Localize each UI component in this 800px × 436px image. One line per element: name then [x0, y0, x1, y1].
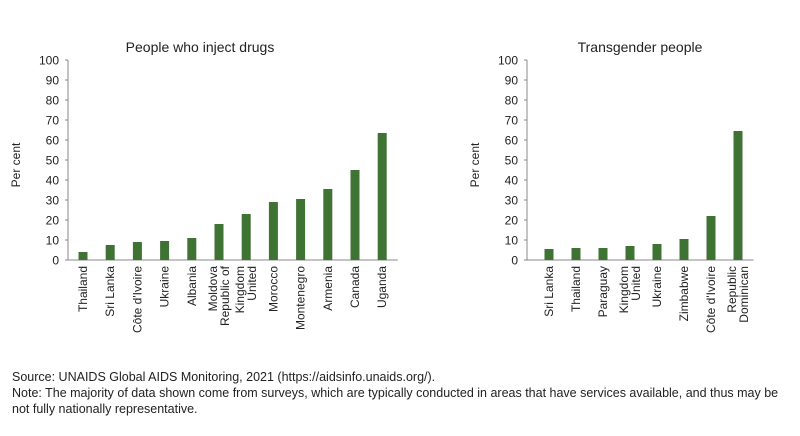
bar — [544, 249, 554, 260]
bar — [652, 244, 662, 260]
y-tick-label: 60 — [46, 134, 60, 148]
y-tick-label: 90 — [46, 74, 60, 88]
chart-title: Transgender people — [578, 39, 703, 55]
x-tick-label-line: Sri Lanka — [103, 266, 117, 317]
x-tick-label-line: Côte d'Ivoire — [130, 266, 144, 333]
x-tick-label: Canada — [348, 266, 362, 308]
x-tick-label-line: Kingdom — [233, 266, 247, 313]
bar — [160, 241, 170, 260]
y-axis-label: Per cent — [9, 142, 23, 187]
x-tick-label: Republic ofMoldova — [206, 265, 232, 326]
x-tick-label: Ukraine — [650, 266, 664, 308]
x-tick-label-line: Kingdom — [617, 266, 631, 313]
y-tick-label: 0 — [511, 254, 518, 268]
x-tick-label-line: Sri Lanka — [542, 266, 556, 317]
source-note: Source: UNAIDS Global AIDS Monitoring, 2… — [12, 370, 436, 384]
x-tick-label-line: Albania — [185, 266, 199, 306]
bar — [105, 245, 115, 260]
y-tick-label: 20 — [505, 214, 519, 228]
x-tick-label: Armenia — [321, 266, 335, 311]
x-tick-label-line: Canada — [348, 266, 362, 308]
x-tick-label: Sri Lanka — [542, 266, 556, 317]
y-tick-label: 40 — [46, 174, 60, 188]
x-tick-label-line: Republic — [725, 266, 739, 313]
bar — [323, 189, 333, 260]
bar — [78, 252, 88, 260]
bar — [214, 224, 224, 260]
x-tick-label-line: Armenia — [321, 266, 335, 311]
bar — [706, 216, 716, 260]
y-tick-label: 10 — [505, 234, 519, 248]
x-tick-label-line: Republic of — [218, 265, 232, 326]
x-tick-label: UnitedKingdom — [233, 266, 259, 313]
chart-notes: Source: UNAIDS Global AIDS Monitoring, 2… — [12, 369, 792, 417]
x-tick-label-line: United — [245, 266, 259, 301]
bar — [733, 131, 743, 260]
x-tick-label-line: Ukraine — [650, 266, 664, 308]
y-tick-label: 70 — [505, 114, 519, 128]
bar — [187, 238, 197, 260]
bar — [296, 199, 306, 260]
x-tick-label: Sri Lanka — [103, 266, 117, 317]
x-tick-label-line: Dominican — [737, 266, 751, 323]
y-tick-label: 60 — [505, 134, 519, 148]
x-tick-label-line: Moldova — [206, 266, 220, 312]
x-tick-label-line: Paraguay — [596, 266, 610, 317]
bar — [350, 170, 360, 260]
bar — [241, 214, 251, 260]
x-tick-label: Montenegro — [294, 266, 308, 330]
x-tick-label: Morocco — [266, 266, 280, 312]
y-tick-label: 0 — [52, 254, 59, 268]
x-tick-label: Thailand — [76, 266, 90, 312]
y-axis-label: Per cent — [468, 142, 482, 187]
y-tick-label: 40 — [505, 174, 519, 188]
chart-panel-people-who-inject-drugs: People who inject drugs Per cent 0 10 20 30 40… — [9, 39, 398, 333]
chart-title: People who inject drugs — [126, 39, 275, 55]
y-tick-label: 80 — [505, 94, 519, 108]
x-tick-label-line: Uganda — [375, 266, 389, 308]
bar — [571, 248, 581, 260]
x-tick-label: DominicanRepublic — [725, 266, 751, 323]
x-tick-label: Zimbabwe — [677, 266, 691, 322]
y-tick-label: 50 — [46, 154, 60, 168]
y-tick-label: 50 — [505, 154, 519, 168]
bar — [268, 202, 278, 260]
bar — [132, 242, 142, 260]
chart-panel-transgender-people: Transgender people Per cent 0 10 20 30 40 50 60 7… — [468, 39, 754, 333]
y-tick-label: 10 — [46, 234, 60, 248]
bar — [679, 239, 689, 260]
y-tick-label: 30 — [46, 194, 60, 208]
x-tick-label-line: Ukraine — [158, 266, 172, 308]
x-tick-label-line: Morocco — [266, 266, 280, 312]
x-tick-label: Paraguay — [596, 266, 610, 317]
y-tick-label: 100 — [39, 54, 59, 68]
x-tick-label-line: Côte d'Ivoire — [704, 266, 718, 333]
bar — [377, 133, 387, 260]
x-tick-label: Côte d'Ivoire — [704, 266, 718, 333]
y-tick-label: 20 — [46, 214, 60, 228]
y-tick-label: 100 — [498, 54, 518, 68]
x-tick-label-line: Thailand — [76, 266, 90, 312]
x-tick-label-line: Montenegro — [294, 266, 308, 330]
x-tick-label-line: United — [629, 266, 643, 301]
x-tick-label: Albania — [185, 266, 199, 306]
x-tick-label-line: Zimbabwe — [677, 266, 691, 322]
y-tick-label: 90 — [505, 74, 519, 88]
x-tick-label: Thailand — [569, 266, 583, 312]
y-tick-label: 80 — [46, 94, 60, 108]
x-tick-label-line: Thailand — [569, 266, 583, 312]
y-tick-label: 30 — [505, 194, 519, 208]
x-tick-label: Côte d'Ivoire — [130, 266, 144, 333]
footnote: Note: The majority of data shown come fr… — [12, 386, 779, 416]
x-tick-label: UnitedKingdom — [617, 266, 643, 313]
y-tick-label: 70 — [46, 114, 60, 128]
x-tick-label: Uganda — [375, 266, 389, 308]
x-tick-label: Ukraine — [158, 266, 172, 308]
bar — [625, 246, 635, 260]
bar — [598, 248, 608, 260]
